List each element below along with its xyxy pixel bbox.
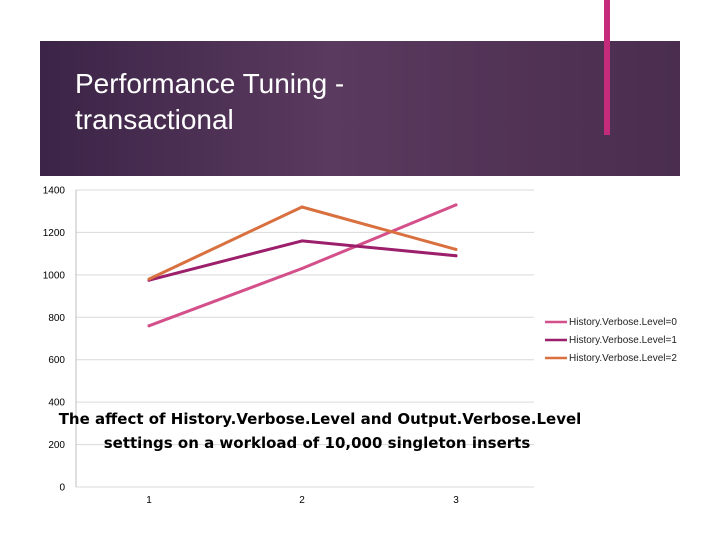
y-tick-label-600: 600 — [48, 355, 65, 366]
y-axis-ticks: 0 200 400 600 800 1000 1200 1400 — [43, 186, 66, 494]
data-point-s1-x2 — [300, 239, 304, 243]
title-band — [40, 41, 680, 176]
series-lines — [147, 203, 458, 328]
y-tick-label-1000: 1000 — [43, 270, 66, 281]
legend-label-1: History.Verbose.Level=1 — [569, 335, 677, 346]
y-tick-label-1200: 1200 — [43, 228, 66, 239]
legend-label-2: History.Verbose.Level=2 — [569, 353, 677, 364]
y-tick-label-1400: 1400 — [43, 186, 66, 197]
legend: History.Verbose.Level=0 History.Verbose.L… — [545, 317, 677, 364]
x-axis-ticks: 1 2 3 — [146, 495, 459, 506]
slide-title: Performance Tuning - transactional — [75, 66, 635, 138]
grid-lines — [75, 189, 534, 488]
chart-annotation-line-2: settings on a workload of 10,000 singlet… — [104, 434, 531, 452]
y-tick-label-400: 400 — [48, 398, 65, 409]
data-point-s2-x2 — [300, 205, 304, 209]
data-point-s0-x2 — [300, 267, 304, 270]
x-tick-label-2: 2 — [299, 495, 305, 506]
line-chart: 0 200 400 600 800 1000 1200 1400 1 2 3 History.Ve… — [43, 186, 678, 507]
chart-annotation-line-1: The affect of History.Verbose.Level and … — [59, 410, 582, 428]
slide-title-line-1: Performance Tuning - — [75, 68, 345, 99]
legend-label-0: History.Verbose.Level=0 — [569, 317, 677, 328]
x-tick-label-3: 3 — [453, 495, 459, 506]
series-line-0 — [147, 203, 458, 328]
data-point-s0-x3 — [454, 203, 458, 207]
data-point-s1-x3 — [454, 254, 458, 258]
y-tick-label-200: 200 — [48, 440, 65, 451]
slide-title-line-2: transactional — [75, 104, 234, 135]
x-tick-label-1: 1 — [146, 495, 152, 506]
series-line-1 — [147, 239, 458, 282]
y-tick-label-800: 800 — [48, 313, 65, 324]
accent-bar — [604, 0, 610, 135]
data-point-s2-x3 — [454, 247, 458, 251]
data-point-s2-x1 — [147, 277, 151, 281]
data-point-s0-x1 — [147, 324, 151, 328]
y-tick-label-0: 0 — [59, 483, 65, 494]
